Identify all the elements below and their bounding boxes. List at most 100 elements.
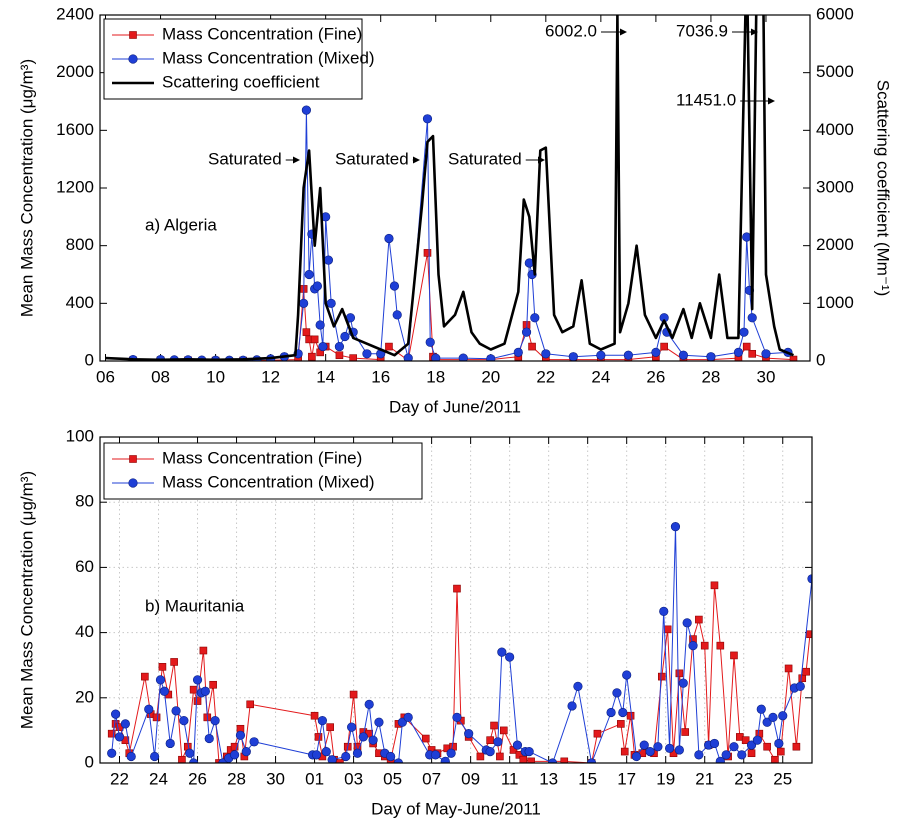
marker-square [519,755,528,763]
x-axis-label: Day of June/2011 [389,397,521,416]
x-tick-label: 03 [344,769,363,788]
marker-circle [150,751,160,762]
y2-tick-label: 2000 [816,235,854,254]
y-tick-label: 40 [75,622,94,641]
series-line [133,252,794,361]
marker-square [453,584,461,593]
marker-square [423,249,432,257]
marker-square [560,757,569,763]
marker-circle [334,341,345,352]
marker-square [326,723,334,731]
marker-circle [721,750,731,760]
annotation-arrowhead [538,156,545,164]
marker-square [141,672,149,681]
marker-circle [512,740,523,750]
x-tick-label: 28 [701,367,720,386]
annotation-arrowhead [620,28,627,36]
marker-circle [694,750,704,760]
marker-circle [403,353,413,361]
annotation: 7036.9 [676,21,728,40]
marker-square [496,752,504,761]
annotation: Saturated [448,149,522,168]
marker-square [792,742,801,751]
marker-circle [431,353,441,361]
legend-label: Mass Concentration (Mixed) [162,48,375,67]
legend-label: Mass Concentration (Fine) [162,24,362,43]
series-line [133,109,789,361]
marker-circle [321,746,331,757]
marker-circle [659,606,669,617]
plot-frame [99,14,811,362]
marker-square [626,711,635,720]
y2-tick-label: 5000 [816,62,854,81]
marker-circle [422,114,433,124]
marker-square [681,728,690,736]
marker-circle [458,353,468,361]
marker-circle [374,717,384,727]
plot-frame [99,436,813,764]
marker-square [747,749,756,758]
marker-circle [114,732,125,742]
marker-square [620,747,629,756]
marker-circle [440,756,450,763]
marker-circle [567,701,577,711]
marker-circle [323,255,334,265]
marker-square [336,759,344,763]
marker-square [230,742,239,751]
marker-circle [521,327,532,337]
marker-square [209,680,217,689]
marker-square [716,641,725,650]
y2-axis-label: Scattering coefficient (Mm⁻¹) [874,80,893,297]
marker-square [695,615,703,624]
marker-circle [606,707,616,718]
marker-square [189,685,198,694]
marker-circle [368,735,378,745]
marker-circle [241,746,251,757]
y-tick-label: 2000 [56,62,94,81]
x-tick-label: 06 [96,367,115,386]
x-tick-label: 20 [481,367,500,386]
legend-marker [128,54,138,64]
x-tick-label: 21 [695,769,714,788]
marker-circle [364,699,374,709]
marker-circle [739,327,749,337]
marker-circle [452,712,462,722]
marker-circle [709,738,720,749]
marker-circle [340,331,350,342]
x-tick-label: 11 [501,769,519,788]
marker-square [806,630,812,639]
x-tick-label: 13 [539,769,558,788]
marker-square [741,736,750,744]
marker-circle [392,310,402,320]
legend-label: Mass Concentration (Fine) [162,448,362,467]
marker-circle [464,729,474,739]
marker-circle [317,716,327,726]
marker-circle [733,347,744,357]
y-tick-label: 60 [75,557,94,576]
marker-circle [315,320,325,330]
marker-circle [596,350,606,360]
x-tick-label: 15 [578,769,597,788]
y2-tick-label: 0 [816,350,825,369]
x-tick-label: 10 [206,367,225,386]
marker-square [771,755,779,763]
marker-circle [752,735,762,745]
marker-square [789,355,798,361]
marker-square [763,742,771,751]
x-tick-label: 16 [371,367,390,386]
x-tick-label: 26 [188,769,207,788]
marker-square [660,342,668,351]
marker-circle [192,675,203,685]
panel-label: b) Mauritania [145,596,245,615]
marker-circle [185,748,195,758]
marker-square [246,700,255,709]
marker-circle [446,748,456,758]
marker-circle [403,712,413,722]
x-tick-label: 14 [316,367,335,386]
y-tick-label: 800 [66,235,94,254]
marker-circle [678,678,688,688]
marker-circle [706,352,716,361]
marker-circle [486,354,496,361]
marker-circle [746,740,757,750]
x-tick-label: 05 [383,769,402,788]
